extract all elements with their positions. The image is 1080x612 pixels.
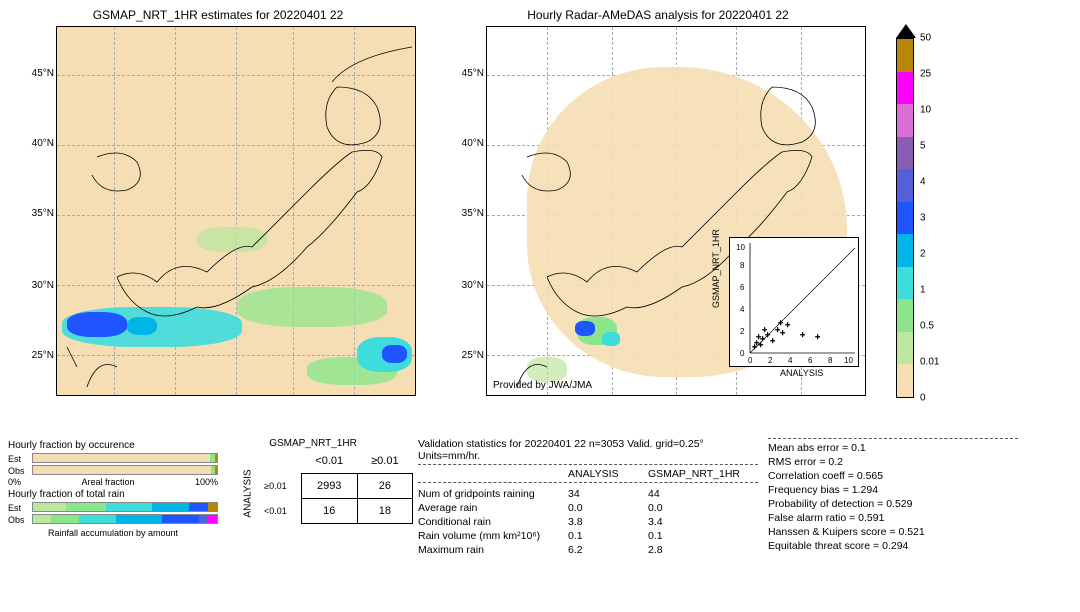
svg-text:4: 4	[740, 305, 745, 314]
colorbar: 502510543210.50.010	[888, 28, 958, 428]
inset-scatter: ++ ++ ++ ++ ++ ++ ++ 024 6810 024 6810	[729, 237, 859, 367]
metrics-list: Mean abs error = 0.1RMS error = 0.2Corre…	[768, 438, 1018, 608]
obs-totalrain-bar	[32, 514, 218, 524]
validation-stats: Validation statistics for 20220401 22 n=…	[418, 438, 758, 608]
left-map-panel: GSMAP_NRT_1HR estimates for 20220401 22	[8, 8, 428, 428]
svg-text:0: 0	[740, 349, 745, 358]
svg-text:+: +	[778, 318, 783, 328]
svg-text:10: 10	[844, 356, 853, 365]
svg-text:8: 8	[828, 356, 833, 365]
svg-text:4: 4	[788, 356, 793, 365]
svg-text:0: 0	[748, 356, 753, 365]
svg-text:+: +	[785, 320, 790, 330]
svg-text:+: +	[815, 332, 820, 342]
right-map-title: Hourly Radar-AMeDAS analysis for 2022040…	[438, 8, 878, 22]
map-attribution: Provided by JWA/JMA	[493, 380, 592, 391]
inset-xlabel: ANALYSIS	[780, 368, 823, 378]
svg-text:+: +	[756, 332, 761, 342]
left-map-title: GSMAP_NRT_1HR estimates for 20220401 22	[8, 8, 428, 22]
inset-ylabel: GSMAP_NRT_1HR	[711, 229, 721, 308]
root-grid: GSMAP_NRT_1HR estimates for 20220401 22	[8, 8, 1072, 608]
colorbar-arrow-icon	[896, 24, 916, 38]
coastline-icon	[57, 27, 416, 396]
svg-text:10: 10	[736, 243, 745, 252]
svg-text:+: +	[762, 325, 767, 335]
right-map-area: Provided by JWA/JMA ++ ++ ++ ++ ++ ++ ++	[486, 26, 866, 396]
svg-text:2: 2	[768, 356, 773, 365]
svg-text:8: 8	[740, 261, 745, 270]
right-map-panel: Hourly Radar-AMeDAS analysis for 2022040…	[438, 8, 878, 428]
svg-text:2: 2	[740, 327, 745, 336]
bottom-stats: Hourly fraction by occurence Est Obs 0%	[8, 438, 988, 608]
svg-text:6: 6	[808, 356, 813, 365]
svg-text:+: +	[770, 336, 775, 346]
fraction-bars: Hourly fraction by occurence Est Obs 0%	[8, 438, 218, 608]
contingency-table: GSMAP_NRT_1HR ANALYSIS <0.01 ≥0.01 ≥0.01…	[228, 438, 398, 608]
est-occurrence-bar	[32, 453, 218, 463]
obs-occurrence-bar	[32, 465, 218, 475]
left-map-area: 125°E 130°E 135°E 140°E 145°E	[56, 26, 416, 396]
est-totalrain-bar	[32, 502, 218, 512]
svg-text:+: +	[800, 330, 805, 340]
svg-text:6: 6	[740, 283, 745, 292]
